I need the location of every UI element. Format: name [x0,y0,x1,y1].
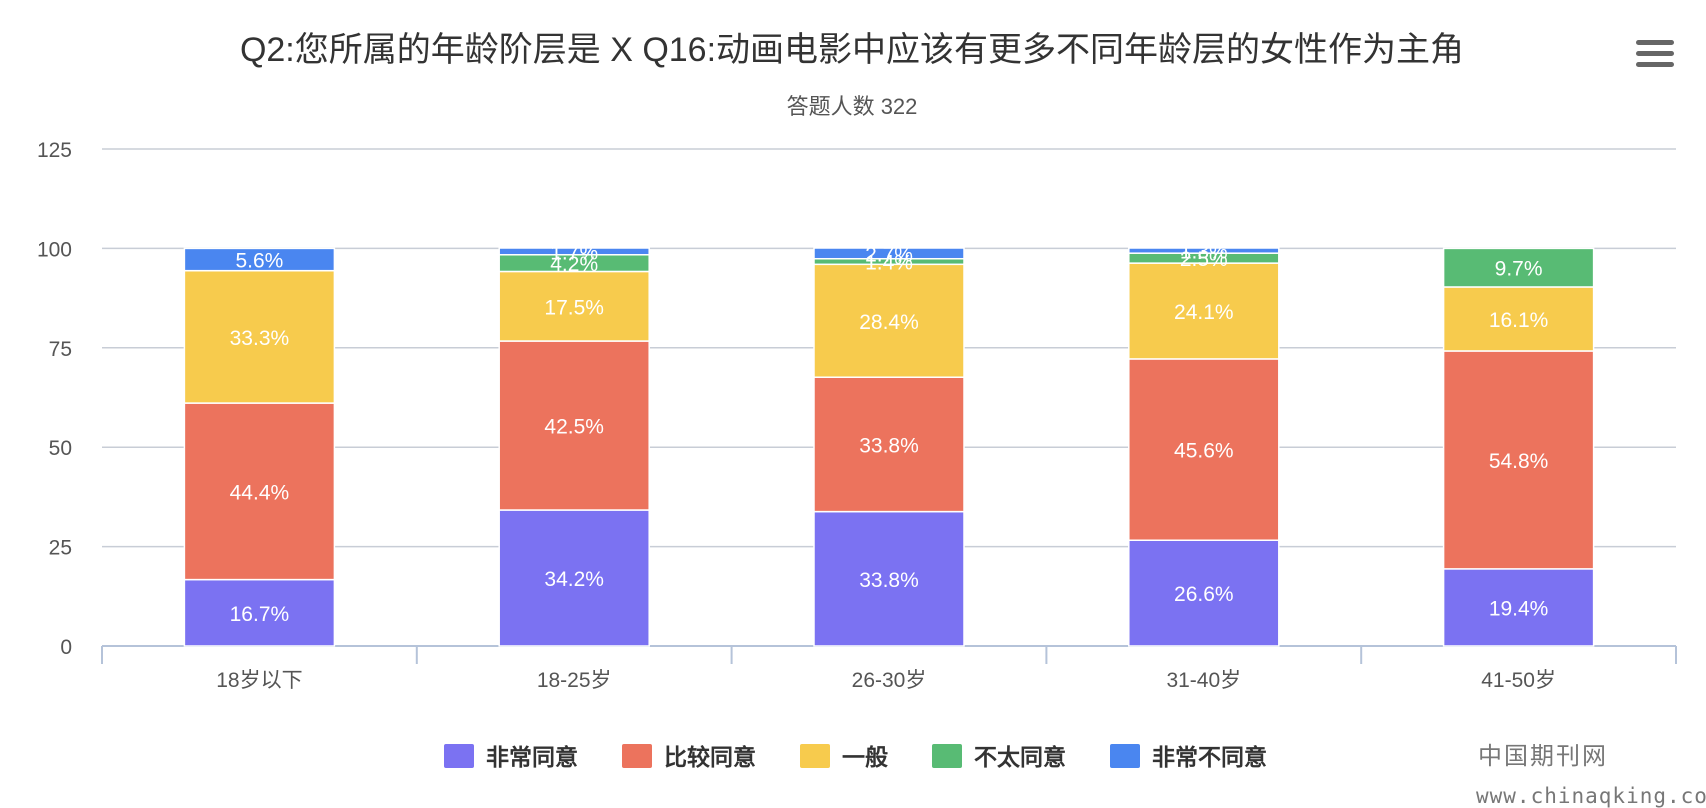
data-label: 33.3% [230,327,290,350]
menu-line [1636,40,1674,45]
data-label: 1.7% [550,241,598,264]
hamburger-menu-icon[interactable] [1636,40,1674,74]
data-label: 26.6% [1174,583,1234,606]
menu-line [1636,51,1674,56]
y-axis: 0 25 50 75 100 125 [37,139,72,659]
x-tick-label: 26-30岁 [852,669,927,692]
data-label: 5.6% [235,250,283,273]
bar-segment [1442,286,1595,352]
data-labels: 16.7%44.4%33.3%5.6%34.2%42.5%17.5%4.2%1.… [230,241,1549,626]
legend-swatch [622,744,652,768]
legend-swatch [1110,744,1140,768]
y-tick-label: 75 [49,338,72,361]
bar-segment [813,263,965,378]
legend-item-label: 比较同意 [664,744,756,770]
data-label: 33.8% [859,569,919,592]
data-label: 33.8% [859,434,919,457]
watermark-text: 中国期刊网 [1478,742,1608,770]
x-tick-label: 31-40岁 [1166,669,1241,692]
data-label: 19.4% [1489,597,1549,620]
bar-segment [183,578,336,647]
legend-item-label: 一般 [842,744,888,770]
data-label: 45.6% [1174,440,1234,463]
bar-segment [813,510,965,647]
legend-swatch [800,744,830,768]
menu-line [1636,62,1674,67]
legend-item-label: 非常不同意 [1152,744,1267,770]
data-label: 44.4% [230,481,290,504]
watermark-url: www.chinaqking.com [1476,784,1706,808]
y-tick-label: 25 [49,537,72,560]
bar-segment [498,509,650,647]
data-label: 16.1% [1489,309,1549,332]
data-label: 1.4% [865,252,913,275]
data-label: 54.8% [1489,450,1549,473]
bar-segment [813,247,965,260]
bars [183,247,1595,647]
bar-segment [1128,247,1280,254]
data-label: 28.4% [859,311,919,334]
bar-segment [1442,247,1595,288]
legend: 非常同意 比较同意 一般 不太同意 非常不同意 [444,744,1267,770]
x-tick-label: 18岁以下 [216,669,302,692]
x-tick-label: 18-25岁 [537,669,612,692]
bar-segment [813,376,965,513]
y-tick-label: 0 [60,636,72,659]
bar-segment [498,270,650,342]
chart-title: Q2:您所属的年龄阶层是 X Q16:动画电影中应该有更多不同年龄层的女性作为主… [240,31,1464,69]
y-tick-label: 50 [49,437,72,460]
data-label: 2.7% [865,243,913,266]
data-label: 9.7% [1495,258,1543,281]
legend-item-label: 非常同意 [486,744,578,770]
bar-segment [183,402,336,581]
y-tick-label: 100 [37,238,72,261]
legend-swatch [932,744,962,768]
data-label: 16.7% [230,603,290,626]
data-label: 42.5% [544,416,604,439]
bar-segment [183,247,336,272]
data-label: 4.2% [550,253,598,276]
data-label: 34.2% [544,568,604,591]
x-tick-label: 41-50岁 [1481,669,1556,692]
legend-swatch [444,744,474,768]
bar-segment [498,340,650,511]
bar-segment [1442,350,1595,570]
chart-subtitle: 答题人数 322 [787,94,918,119]
x-axis: 18岁以下 18-25岁 26-30岁 31-40岁 41-50岁 [101,645,1677,692]
data-label: 17.5% [544,296,604,319]
bar-segment [498,247,650,256]
bar-segment [1442,568,1595,647]
legend-item-label: 不太同意 [974,744,1066,770]
data-label: 24.1% [1174,301,1234,324]
data-label: 1.3% [1180,241,1228,264]
bar-segment [1128,539,1280,647]
y-tick-label: 125 [37,139,72,162]
data-label: 2.5% [1180,248,1228,271]
